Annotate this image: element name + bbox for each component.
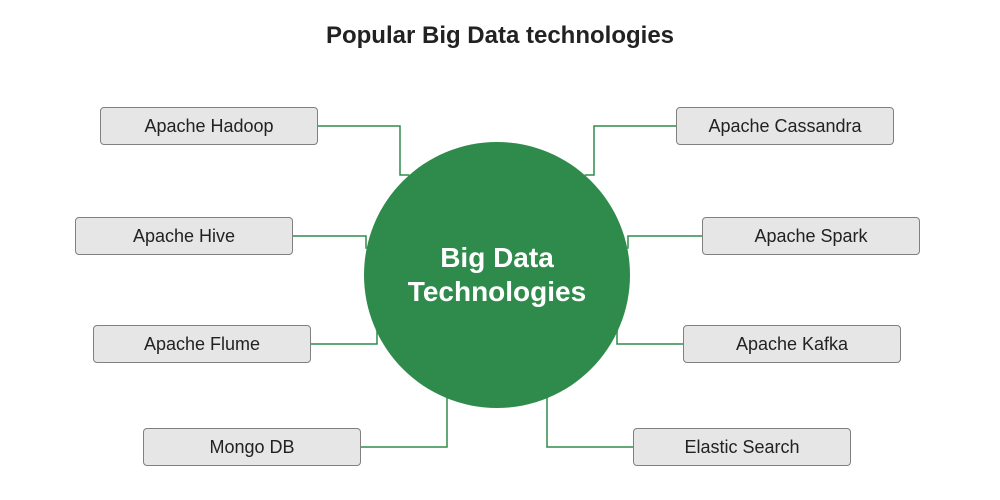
- node-label: Apache Cassandra: [708, 116, 861, 137]
- center-hub: Big Data Technologies: [364, 142, 630, 408]
- node-label: Apache Hive: [133, 226, 235, 247]
- node-elastic: Elastic Search: [633, 428, 851, 466]
- diagram-canvas: { "type": "spoke-diagram", "canvas": { "…: [0, 0, 1000, 500]
- node-label: Mongo DB: [209, 437, 294, 458]
- node-flume: Apache Flume: [93, 325, 311, 363]
- node-label: Apache Flume: [144, 334, 260, 355]
- center-hub-line2: Technologies: [408, 276, 586, 307]
- center-hub-line1: Big Data: [440, 242, 554, 273]
- node-cassandra: Apache Cassandra: [676, 107, 894, 145]
- diagram-title: Popular Big Data technologies: [0, 22, 1000, 50]
- node-label: Apache Kafka: [736, 334, 848, 355]
- node-label: Apache Hadoop: [144, 116, 273, 137]
- node-spark: Apache Spark: [702, 217, 920, 255]
- node-mongo: Mongo DB: [143, 428, 361, 466]
- node-label: Apache Spark: [754, 226, 867, 247]
- node-hadoop: Apache Hadoop: [100, 107, 318, 145]
- node-kafka: Apache Kafka: [683, 325, 901, 363]
- center-hub-label: Big Data Technologies: [408, 241, 586, 308]
- node-label: Elastic Search: [684, 437, 799, 458]
- node-hive: Apache Hive: [75, 217, 293, 255]
